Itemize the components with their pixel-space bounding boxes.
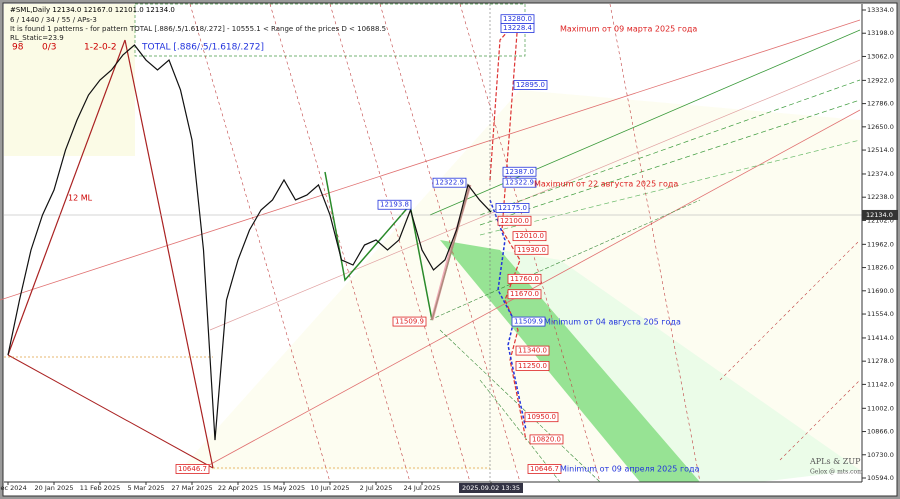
level-label: 11930.0 xyxy=(517,246,546,254)
level-label: 11509.9 xyxy=(514,318,543,326)
x-tick-label: 24 Jul 2025 xyxy=(404,484,441,492)
watermark: APLs & ZUP xyxy=(809,457,861,466)
level-box xyxy=(432,177,467,188)
x-tick-label: 9 Dec 2024 xyxy=(0,484,27,492)
status-text: 1-2-0-2 xyxy=(84,43,117,53)
y-tick-label: 12102.0 xyxy=(867,216,894,224)
y-tick-label: 13062.0 xyxy=(867,52,894,60)
level-label: 11250.0 xyxy=(518,362,547,370)
price-line xyxy=(7,44,492,441)
level-box xyxy=(524,412,559,423)
level-label: 11760.0 xyxy=(510,275,539,283)
info-line: It is found 1 patterns - for pattern TOT… xyxy=(10,25,386,33)
x-tick-label: 11 Feb 2025 xyxy=(80,484,120,492)
y-tick-label: 12238.0 xyxy=(867,193,894,201)
level-box xyxy=(515,361,550,371)
level-label: 12193.8 xyxy=(380,201,409,209)
watermark: Gelox @ mts.com xyxy=(810,469,863,476)
chart-title: #SML,Daily 12134.0 12167.0 12101.0 12134… xyxy=(10,6,175,14)
level-label: 12387.0 xyxy=(505,168,534,176)
level-label: 10646.7 xyxy=(178,465,207,473)
level-box xyxy=(175,464,210,474)
y-tick-label: 11002.0 xyxy=(867,404,894,412)
x-tick-label: 2025.09.02 13:35 xyxy=(462,484,520,492)
level-label: 12322.9 xyxy=(505,179,534,187)
level-box xyxy=(377,199,412,210)
y-tick-label: 11414.0 xyxy=(867,334,894,342)
level-label: 10950.0 xyxy=(527,413,556,421)
annotation: Minimum от 04 августа 205 года xyxy=(544,318,681,327)
level-box xyxy=(515,345,550,356)
annotation: Maximum от 22 августа 2025 года xyxy=(534,180,678,189)
status-text: 98 xyxy=(12,43,24,53)
info-line: RL_Static=23.9 xyxy=(10,34,64,42)
level-label: 12322.9 xyxy=(435,179,464,187)
level-label: 13228.4 xyxy=(503,24,532,32)
last-price-box xyxy=(862,209,898,220)
y-tick-label: 11554.0 xyxy=(867,310,894,318)
level-box xyxy=(500,23,535,33)
level-label: 12175.0 xyxy=(498,204,527,212)
level-label: 12100.0 xyxy=(500,217,529,225)
y-tick-label: 13334.0 xyxy=(867,6,894,14)
y-tick-label: 10866.0 xyxy=(867,428,894,436)
last-price-label: 12134.0 xyxy=(866,211,893,219)
y-tick-label: 11826.0 xyxy=(867,264,894,272)
level-label: 13280.0 xyxy=(503,15,532,23)
level-box xyxy=(507,273,542,284)
level-box xyxy=(497,215,532,226)
y-tick-label: 11142.0 xyxy=(867,380,894,388)
x-tick-label: 10 Jun 2025 xyxy=(310,484,349,492)
status-text: TOTAL [.886/.5/1.618/.272] xyxy=(141,43,264,53)
x-tick-label: 5 Mar 2025 xyxy=(127,484,164,492)
level-label: 11670.0 xyxy=(510,290,539,298)
level-label: 10646.7 xyxy=(530,465,559,473)
y-tick-label: 11278.0 xyxy=(867,357,894,365)
level-label: 11340.0 xyxy=(518,347,547,355)
y-tick-label: 11962.0 xyxy=(867,240,894,248)
annotation: Minimum от 09 апреля 2025 года xyxy=(560,465,700,474)
y-tick-label: 12650.0 xyxy=(867,123,894,131)
level-box xyxy=(507,289,542,300)
level-label: 11509.9 xyxy=(395,318,424,326)
level-box xyxy=(512,231,547,242)
level-label: 12010.0 xyxy=(515,232,544,240)
level-box xyxy=(495,203,530,213)
x-tick-label: 15 May 2025 xyxy=(263,484,305,492)
level-box xyxy=(502,166,537,177)
x-cursor-box xyxy=(459,483,523,493)
y-tick-label: 10730.0 xyxy=(867,451,894,459)
x-tick-label: 2 Jul 2025 xyxy=(360,484,393,492)
y-tick-label: 10594.0 xyxy=(867,474,894,482)
y-tick-label: 11690.0 xyxy=(867,287,894,295)
status-text: 0/3 xyxy=(42,43,56,53)
level-box xyxy=(502,177,537,188)
wave-label: 12 ML xyxy=(68,194,93,203)
y-tick-label: 12786.0 xyxy=(867,100,894,108)
x-tick-label: 27 Mar 2025 xyxy=(171,484,212,492)
y-tick-label: 12922.0 xyxy=(867,76,894,84)
y-tick-label: 12514.0 xyxy=(867,146,894,154)
level-box xyxy=(513,80,548,90)
info-line: 6 / 1440 / 34 / 55 / APs-3 xyxy=(10,16,97,24)
x-tick-label: 22 Apr 2025 xyxy=(218,484,258,492)
level-label: 10820.0 xyxy=(532,435,561,443)
x-tick-label: 20 Jan 2025 xyxy=(35,484,74,492)
annotation: Maximum от 09 марта 2025 года xyxy=(560,25,697,34)
level-box xyxy=(529,434,564,445)
level-box xyxy=(514,244,549,255)
y-tick-label: 12374.0 xyxy=(867,170,894,178)
level-box xyxy=(511,316,546,327)
level-box xyxy=(392,316,427,327)
level-label: 12895.0 xyxy=(516,81,545,89)
level-box xyxy=(527,464,562,474)
y-tick-label: 13198.0 xyxy=(867,29,894,37)
